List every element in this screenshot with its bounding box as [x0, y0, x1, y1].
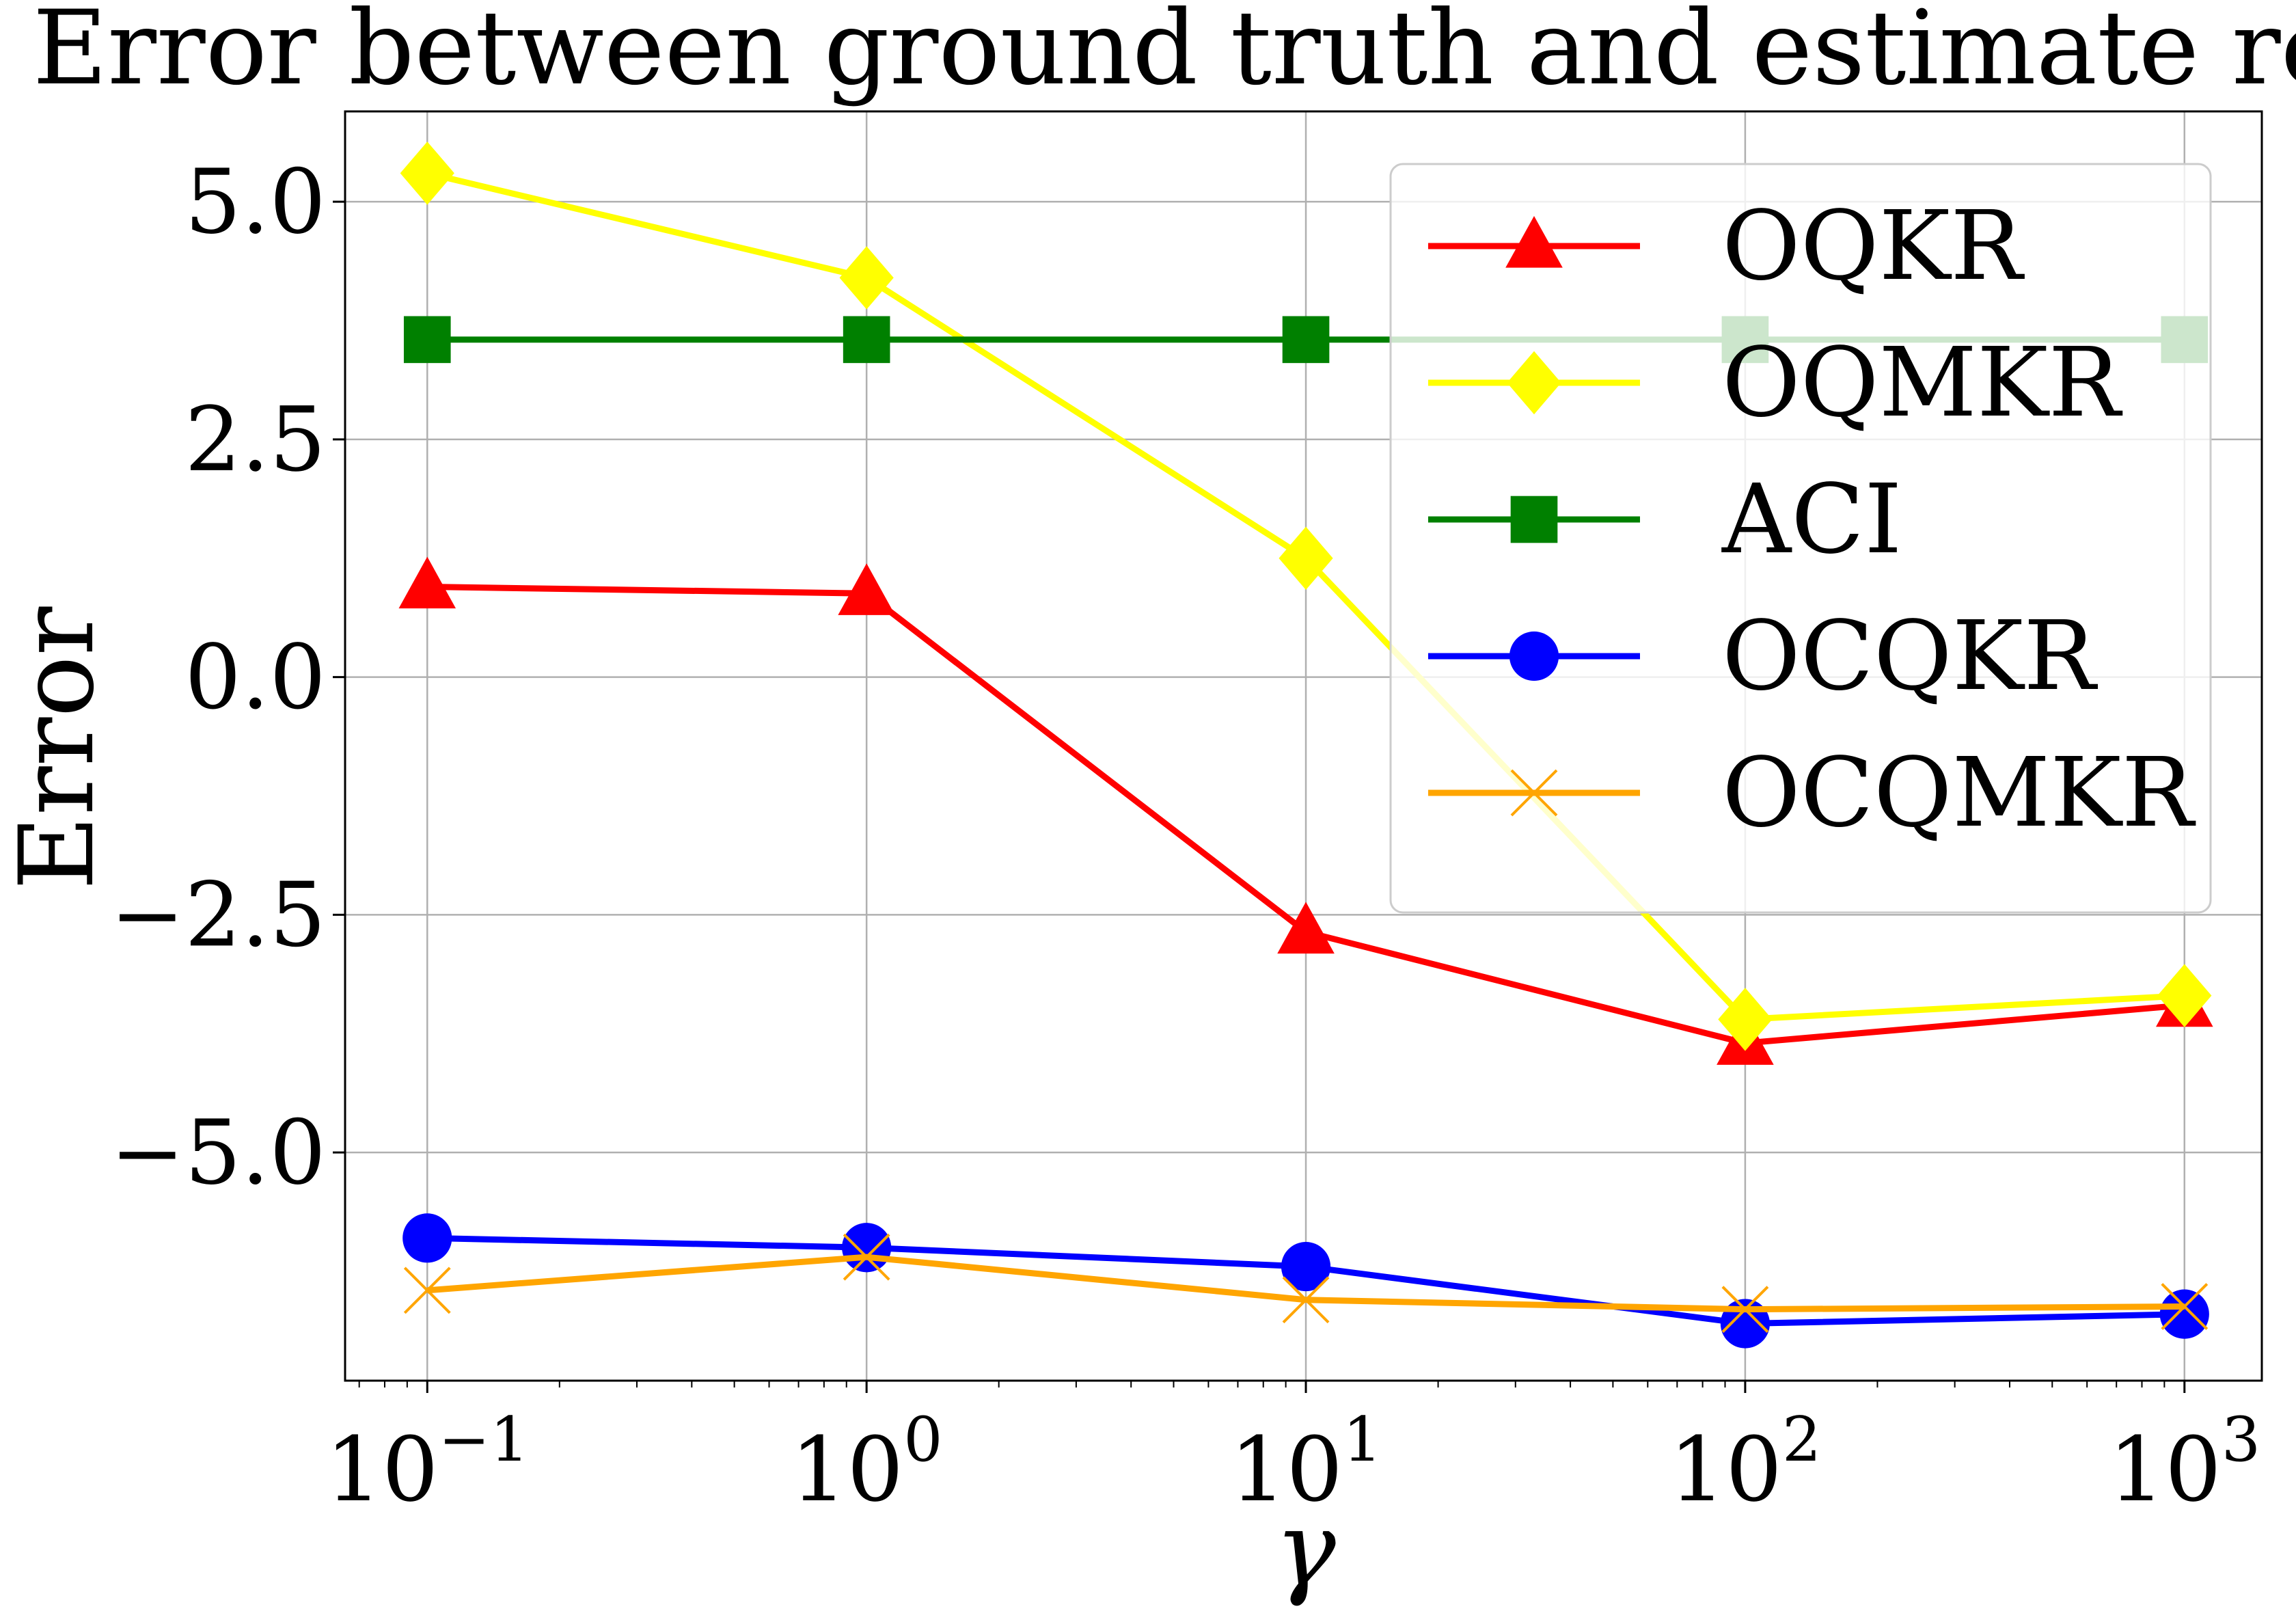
ticks: 10−1 100 101 102 103 5.0 2.5 0.0 −2.5 −5.0 [110, 150, 2260, 1521]
legend-entry: OQKR [1428, 191, 2025, 302]
series [398, 141, 2213, 1349]
data-point-ocqkr [1281, 1241, 1331, 1292]
legend-marker-ocqkr [1509, 631, 1559, 681]
legend-marker-oqkr [1505, 216, 1563, 268]
data-point-aci [1282, 316, 1330, 364]
legend-entry: OQMKR [1428, 327, 2122, 439]
data-point-ocqmkr [1721, 1286, 1769, 1334]
data-point-ocqmkr [403, 1267, 451, 1314]
data-point-oqkr [838, 563, 895, 615]
x-tick-label: 100 [791, 1404, 943, 1521]
y-axis-label: Error [0, 606, 117, 890]
data-point-aci [843, 316, 890, 364]
data-point-oqkr [398, 556, 456, 609]
legend-entry: ACI [1428, 464, 1902, 576]
legend-label: OQMKR [1722, 327, 2122, 439]
data-point-oqmkr [1718, 988, 1773, 1051]
legend-entry: OCQKR [1428, 601, 2098, 712]
y-tick-label: 2.5 [184, 388, 326, 491]
legend-box [1389, 163, 2212, 914]
legend-entry: OCQMKR [1428, 737, 2196, 849]
legend: OQKR OQMKR ACI OCQKR OCQMKR [1389, 163, 2212, 914]
data-point-ocqkr [2159, 1289, 2209, 1339]
data-point-ocqmkr [843, 1233, 890, 1281]
x-tick-label: 103 [2108, 1404, 2260, 1521]
legend-label: ACI [1721, 464, 1902, 576]
x-tick-label: 102 [1669, 1404, 1822, 1521]
x-axis-label: γ [1274, 1490, 1336, 1608]
y-tick-label: −2.5 [110, 863, 326, 966]
legend-marker-aci [1510, 496, 1558, 543]
data-point-oqmkr [839, 246, 894, 310]
data-point-ocqmkr [1282, 1276, 1330, 1324]
data-point-oqkr [1277, 902, 1335, 954]
legend-marker-oqmkr [1507, 351, 1561, 415]
data-point-oqmkr [400, 141, 454, 205]
legend-label: OQKR [1722, 191, 2025, 302]
x-tick-label: 10−1 [325, 1404, 529, 1521]
x-tick-label: 101 [1230, 1404, 1382, 1521]
series-ocqmkr [403, 1233, 2209, 1334]
legend-marker-ocqmkr [1510, 769, 1558, 817]
chart-title: Error between ground truth and estimate … [33, 0, 2296, 108]
data-point-oqmkr [1279, 526, 1333, 590]
legend-label: OCQKR [1722, 601, 2098, 712]
legend-label: OCQMKR [1722, 737, 2196, 849]
series-oqmkr [400, 141, 2212, 1051]
data-point-ocqmkr [2161, 1283, 2209, 1330]
y-tick-label: 0.0 [184, 625, 326, 729]
plot-frame [344, 110, 2263, 1382]
y-tick-label: 5.0 [184, 150, 326, 254]
data-point-oqmkr [2157, 964, 2212, 1027]
y-tick-label: −5.0 [110, 1100, 326, 1204]
data-point-ocqkr [402, 1213, 452, 1263]
data-point-ocqkr [842, 1223, 892, 1273]
data-point-aci [403, 316, 451, 364]
